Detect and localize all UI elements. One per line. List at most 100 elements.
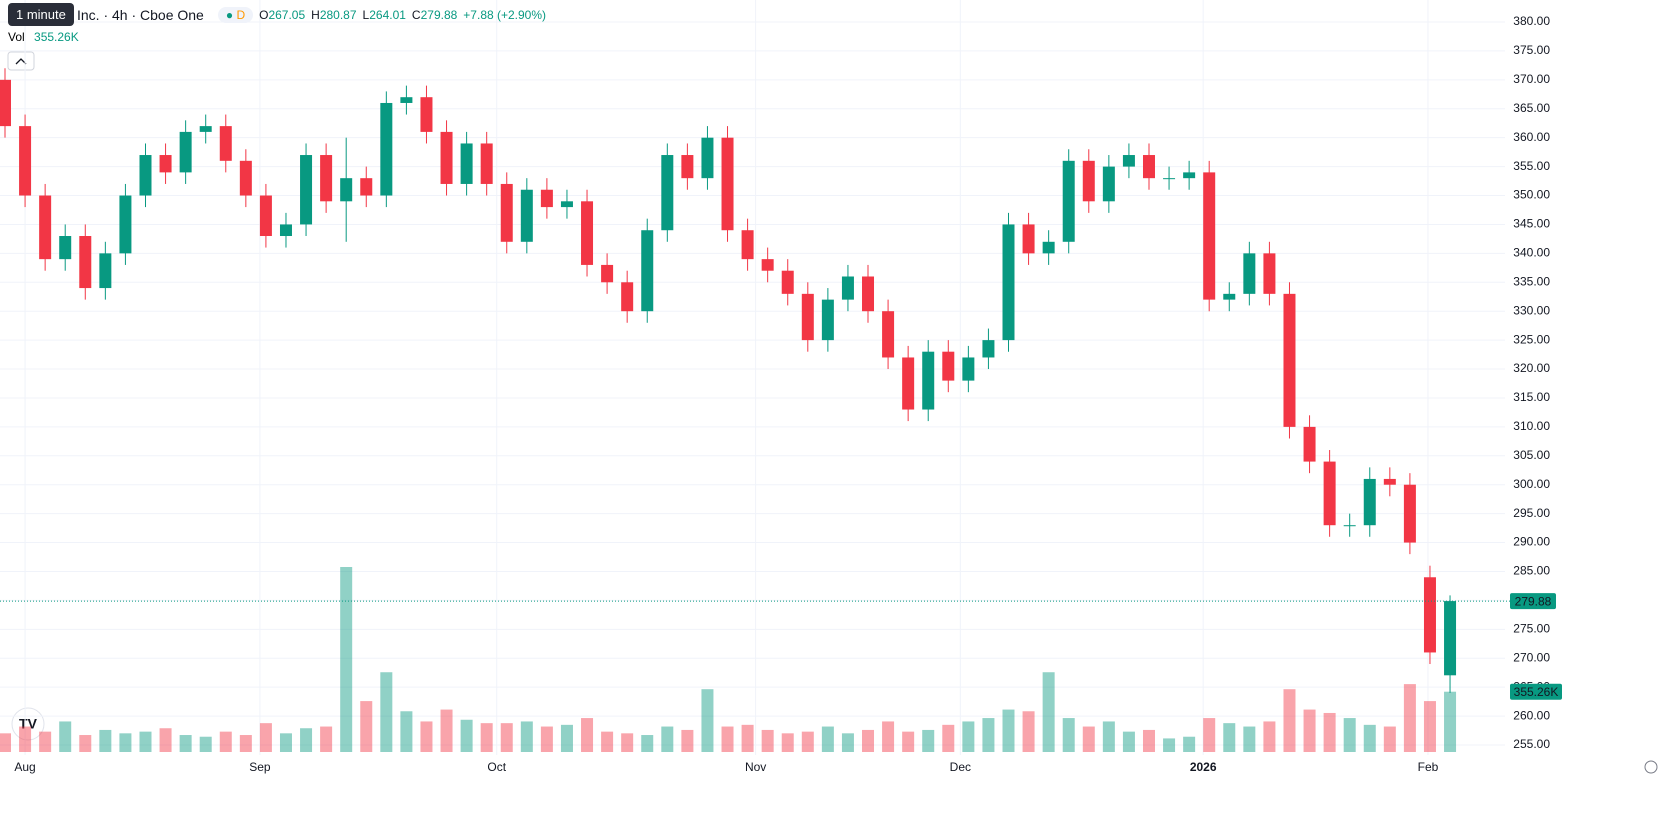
volume-bar [500,723,513,752]
settings-icon[interactable] [1644,760,1658,774]
candle-body [681,155,694,179]
volume-bar [1122,731,1135,752]
candle-body [380,102,393,196]
y-tick-label: 350.00 [1513,188,1550,202]
l-key: L [362,8,370,22]
volume-bar [119,733,132,752]
volume-bar [601,731,614,752]
y-tick-label: 285.00 [1513,564,1550,578]
volume-bar [340,567,353,752]
symbol-title: Inc. · 4h · Cboe One [77,7,204,23]
vol-val: 355.26K [34,30,79,44]
volume-bar [139,731,152,752]
y-tick-label: 365.00 [1513,101,1550,115]
volume-bar [581,718,594,752]
candle-body [661,155,674,231]
candle-body [59,236,72,260]
volume-bar [320,726,333,752]
volume-bar [19,726,32,752]
candle-body [862,276,875,312]
candle-body [1223,293,1236,300]
y-tick-label: 330.00 [1513,303,1550,317]
candle-body [1303,426,1316,462]
candle-body [39,195,52,260]
y-tick-label: 380.00 [1513,14,1550,28]
volume-bar [862,729,875,752]
c-val: 279.88 [420,8,458,22]
o-key: O [259,8,269,22]
candle-body [761,259,774,271]
l-val: 264.01 [369,8,406,22]
candle-body [1203,172,1216,300]
candle-body [99,253,112,289]
candle-body [1403,484,1416,543]
candle-body [601,264,614,283]
volume-bar [420,721,433,752]
volume-bar [821,726,834,752]
volume-bar [661,726,674,752]
candle-body [1263,253,1276,294]
candle-body [621,282,634,312]
candle-body [1082,160,1095,202]
y-tick-label: 335.00 [1513,274,1550,288]
volume-bar [179,735,192,752]
candle-body [239,160,252,196]
volume-bar [1343,718,1356,752]
candle-body [480,143,493,184]
candle-body [1002,224,1015,341]
volume-bar [1283,689,1296,752]
y-tick-label: 375.00 [1513,43,1550,57]
candle-body [841,276,854,300]
x-tick-label: Feb [1418,760,1439,774]
volume-bar [59,721,72,752]
y-tick-label: 315.00 [1513,390,1550,404]
volume-bar [621,733,634,752]
x-tick-label: Sep [249,760,271,774]
legend-header: Inc. · 4h · Cboe One ● D O 267.05 H 280.87… [0,0,546,30]
candle-body [1283,293,1296,427]
logo-mark: TV [19,716,38,732]
candle-body [420,97,433,132]
volume-bar [902,731,915,752]
y-tick-label: 255.00 [1513,737,1550,751]
candle-body [1183,172,1196,179]
candle-body [721,137,734,231]
candle-body [300,155,313,225]
volume-bar [1423,701,1436,752]
collapse-button[interactable] [7,51,35,71]
volume-bar [360,701,373,752]
volume-bar [300,728,313,752]
volume-bar [1022,711,1035,752]
y-tick-label: 345.00 [1513,217,1550,231]
candle-body [781,270,794,294]
volume-bar [1303,709,1316,752]
price-tag-text: 279.88 [1515,594,1552,608]
volume-bar [1183,736,1196,752]
candle-body [1142,155,1155,179]
badge: ● D [217,7,254,23]
candle-body [922,351,935,410]
y-tick-label: 370.00 [1513,72,1550,86]
candle-body [902,357,915,410]
volume-bar [1403,684,1416,752]
volume-bar [761,729,774,752]
candle-body [0,79,11,127]
volume-bar [741,724,754,752]
volume-bar [1102,721,1115,752]
candle-body [79,236,92,289]
volume-bar [841,733,854,752]
x-tick-label: Dec [950,760,971,774]
volume-bar [540,726,553,752]
volume-bar [460,719,473,752]
candle-body [741,230,754,260]
y-tick-label: 300.00 [1513,477,1550,491]
candle-body [219,126,232,161]
volume-bar [801,731,814,752]
y-tick-label: 355.00 [1513,159,1550,173]
y-tick-label: 260.00 [1513,708,1550,722]
volume-bar [1042,672,1055,752]
volume-bar [99,729,112,752]
volume-bar [1203,718,1216,752]
candle-body [641,230,654,312]
volume-tag-text: 355.26K [1514,685,1559,699]
